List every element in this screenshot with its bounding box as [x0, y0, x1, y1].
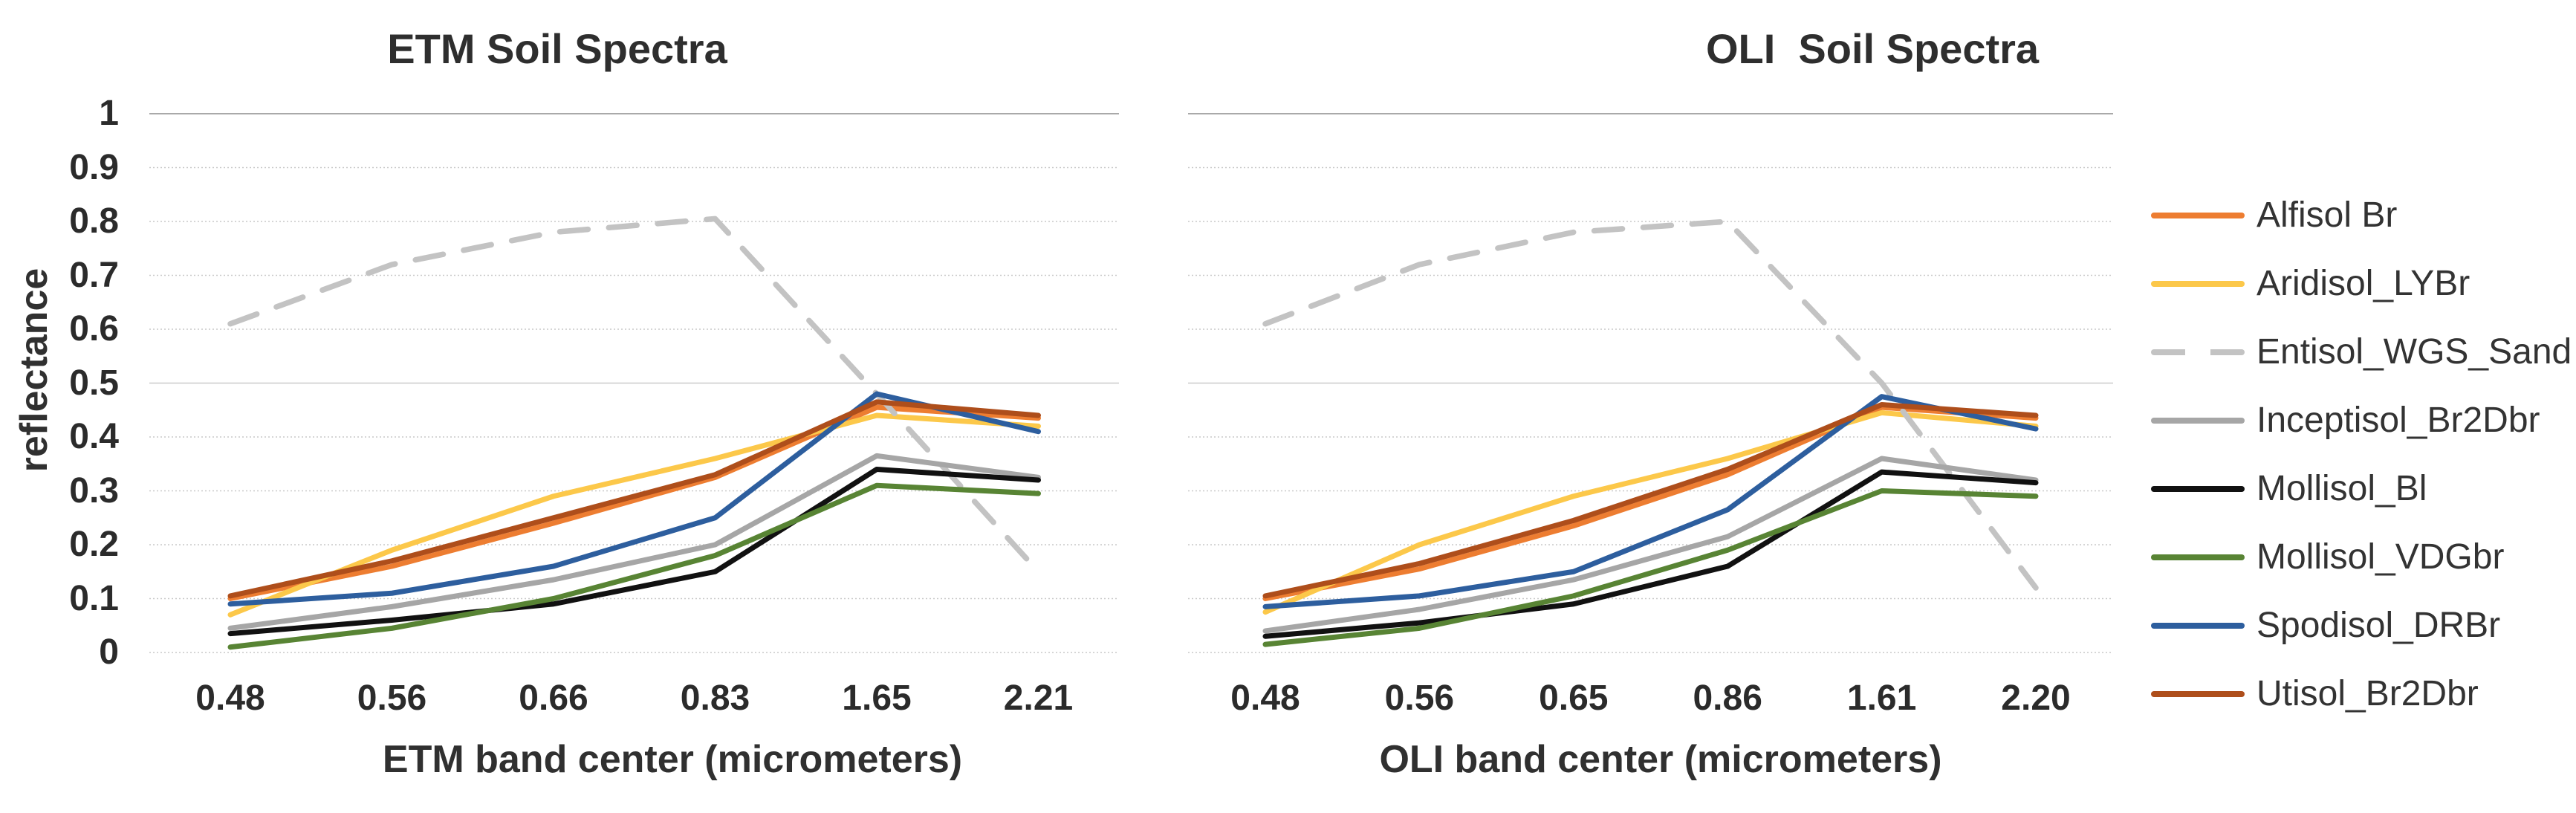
- series-line-utisol-br2dbr: [1262, 402, 2039, 599]
- y-tick-label: 0.6: [69, 309, 119, 349]
- legend-line-swatch: [2151, 691, 2245, 697]
- legend-item-mollisol-vdgbr: Mollisol_VDGbr: [2151, 523, 2567, 592]
- series-line-mollisol-vdgbr: [227, 482, 1041, 650]
- legend-item-alfisol-br: Alfisol Br: [2151, 181, 2567, 250]
- series-line-spodisol-drbr: [1262, 394, 2039, 609]
- legend-line-swatch: [2151, 281, 2245, 287]
- legend-item-aridisol-lybr: Aridisol_LYBr: [2151, 250, 2567, 318]
- series-line-spodisol-drbr: [227, 391, 1041, 607]
- series-line-entisol-wgs-sand: [1262, 218, 2039, 591]
- x-tick-label: 2.21: [1003, 678, 1074, 718]
- etm-x-axis-title: ETM band center (micrometers): [382, 738, 963, 781]
- legend-label: Inceptisol_Br2Dbr: [2257, 401, 2540, 440]
- legend-label: Entisol_WGS_Sand: [2257, 332, 2572, 372]
- y-tick-label: 0.2: [69, 525, 119, 564]
- legend-label: Spodisol_DRBr: [2257, 606, 2501, 645]
- series-line-entisol-wgs-sand: [227, 216, 1042, 574]
- legend-dashed-line-swatch: [2151, 349, 2245, 355]
- oli-x-axis-title: OLI band center (micrometers): [1379, 738, 1942, 781]
- x-tick-label: 0.65: [1539, 678, 1609, 718]
- y-tick-label: 0.5: [69, 363, 119, 403]
- series-line-alfisol-br: [1262, 404, 2039, 601]
- series-line-mollisol-bl: [1262, 469, 2039, 639]
- legend-item-spodisol-drbr: Spodisol_DRBr: [2151, 592, 2567, 660]
- oli-chart-title: OLI Soil Spectra: [1705, 25, 2040, 72]
- y-tick-label: 0.7: [69, 255, 119, 295]
- legend-line-swatch: [2151, 418, 2245, 424]
- y-tick-label: 0: [99, 632, 119, 672]
- x-tick-label: 0.86: [1693, 678, 1762, 718]
- x-tick-label: 0.83: [680, 678, 750, 718]
- series-line-mollisol-bl: [227, 467, 1041, 637]
- y-tick-label: 0.4: [69, 417, 119, 456]
- legend-label: Alfisol Br: [2257, 195, 2398, 235]
- legend-label: Utisol_Br2Dbr: [2257, 674, 2479, 713]
- series-line-alfisol-br: [227, 404, 1041, 601]
- etm-chart-title: ETM Soil Spectra: [387, 25, 727, 72]
- x-tick-label: 0.56: [1384, 678, 1455, 718]
- x-tick-label: 0.48: [195, 678, 265, 718]
- x-tick-label: 0.56: [357, 678, 427, 718]
- y-tick-label: 0.9: [69, 147, 119, 187]
- series-line-aridisol-lybr: [227, 412, 1041, 618]
- series-line-inceptisol-br2dbr: [227, 453, 1041, 631]
- legend-item-utisol-br2dbr: Utisol_Br2Dbr: [2151, 660, 2567, 728]
- legend-item-entisol-wgs-sand: Entisol_WGS_Sand: [2151, 318, 2572, 386]
- series-line-utisol-br2dbr: [227, 399, 1041, 599]
- y-tick-label: 0.3: [69, 470, 119, 511]
- legend-line-swatch: [2151, 623, 2245, 629]
- series-line-aridisol-lybr: [1262, 409, 2039, 615]
- legend-label: Aridisol_LYBr: [2257, 264, 2470, 303]
- legend-label: Mollisol_Bl: [2257, 469, 2427, 508]
- series-line-inceptisol-br2dbr: [1262, 456, 2039, 634]
- series-legend: Alfisol Br Aridisol_LYBr Entisol_WGS_Sand I…: [2151, 181, 2572, 728]
- legend-label: Mollisol_VDGbr: [2257, 537, 2505, 577]
- x-tick-label: 1.65: [842, 678, 912, 718]
- x-tick-label: 2.20: [2001, 678, 2071, 718]
- legend-item-mollisol-bl: Mollisol_Bl: [2151, 455, 2567, 523]
- series-line-mollisol-vdgbr: [1262, 488, 2039, 647]
- legend-line-swatch: [2151, 486, 2245, 492]
- x-tick-label: 0.48: [1230, 678, 1300, 718]
- y-tick-label: 0.8: [69, 201, 119, 241]
- x-tick-label: 1.61: [1846, 678, 1917, 718]
- y-tick-label: 0.1: [69, 578, 119, 618]
- legend-item-inceptisol-br2dbr: Inceptisol_Br2Dbr: [2151, 386, 2567, 455]
- legend-line-swatch: [2151, 213, 2245, 218]
- legend-line-swatch: [2151, 554, 2245, 560]
- x-tick-label: 0.66: [519, 678, 588, 718]
- y-tick-label: 1: [99, 94, 119, 133]
